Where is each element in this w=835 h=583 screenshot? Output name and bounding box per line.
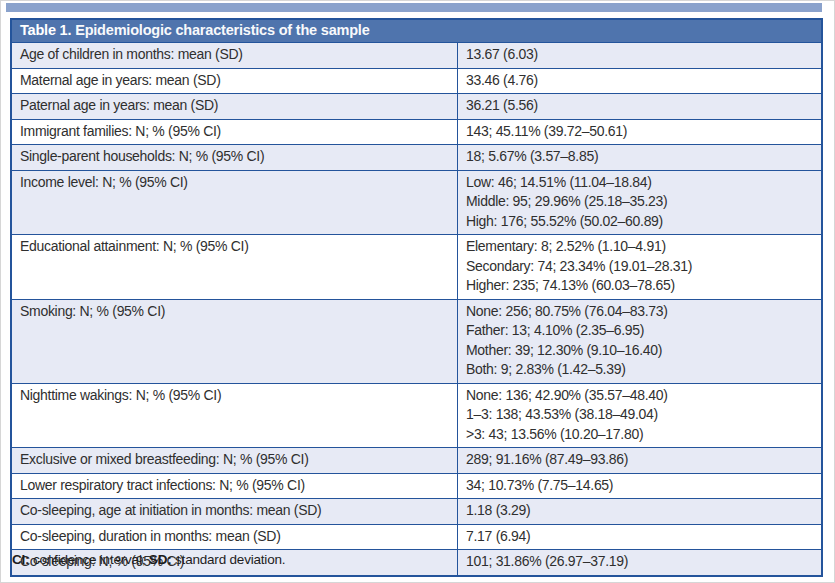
- table-row: Single-parent households: N; % (95% CI) 1…: [12, 144, 821, 170]
- row-label-cell: Immigrant families: N; % (95% CI): [12, 120, 458, 145]
- table-number: Table 1.: [20, 22, 71, 38]
- table-row: Smoking: N; % (95% CI)None: 256; 80.75% …: [12, 299, 821, 383]
- row-value-cell: None: 256; 80.75% (76.04–83.73)Father: 1…: [458, 300, 821, 383]
- row-value-line: 36.21 (5.56): [466, 96, 813, 116]
- footnote-abbreviation: SD:: [149, 552, 172, 567]
- row-value-cell: 101; 31.86% (26.97–37.19): [458, 550, 821, 575]
- row-label-cell: Age of children in months: mean (SD): [12, 43, 458, 68]
- page: { "colors": { "header_bg": "#4f74ad", "b…: [0, 0, 835, 583]
- row-value-cell: 289; 91.16% (87.49–93.86): [458, 448, 821, 473]
- table-row: Nighttime wakings: N; % (95% CI)None: 13…: [12, 383, 821, 448]
- table-row: Maternal age in years: mean (SD) 33.46 (4…: [12, 68, 821, 94]
- row-label-cell: Educational attainment: N; % (95% CI): [12, 235, 458, 299]
- row-value-cell: 7.17 (6.94): [458, 525, 821, 550]
- row-label-cell: Single-parent households: N; % (95% CI): [12, 145, 458, 170]
- row-value-line: 143; 45.11% (39.72–50.61): [466, 122, 813, 142]
- row-value-cell: 13.67 (6.03): [458, 43, 821, 68]
- table-row: Lower respiratory tract infections: N; %…: [12, 473, 821, 499]
- row-value-line: Father: 13; 4.10% (2.35–6.95): [466, 321, 813, 341]
- row-label-cell: Co-sleeping, duration in months: mean (S…: [12, 525, 458, 550]
- row-value-cell: 1.18 (3.29): [458, 499, 821, 524]
- row-value-cell: 33.46 (4.76): [458, 69, 821, 94]
- row-value-line: 18; 5.67% (3.57–8.85): [466, 147, 813, 167]
- row-value-line: 101; 31.86% (26.97–37.19): [466, 552, 813, 572]
- table-body: Age of children in months: mean (SD) 13.6…: [12, 42, 821, 575]
- row-value-line: Mother: 39; 12.30% (9.10–16.40): [466, 341, 813, 361]
- row-value-cell: Elementary: 8; 2.52% (1.10–4.91)Secondar…: [458, 235, 821, 299]
- table-row: Income level: N; % (95% CI)Low: 46; 14.5…: [12, 170, 821, 235]
- epidemiologic-table: Table 1. Epidemiologic characteristics o…: [10, 18, 823, 577]
- row-value-line: None: 136; 42.90% (35.57–48.40): [466, 386, 813, 406]
- row-value-cell: 36.21 (5.56): [458, 94, 821, 119]
- footnote-abbreviation: CI:: [12, 552, 29, 567]
- row-label-cell: Maternal age in years: mean (SD): [12, 69, 458, 94]
- row-value-cell: 18; 5.67% (3.57–8.85): [458, 145, 821, 170]
- table-row: Educational attainment: N; % (95% CI)Ele…: [12, 234, 821, 299]
- row-label-cell: Exclusive or mixed breastfeeding: N; % (…: [12, 448, 458, 473]
- table-row: Co-sleeping, age at initiation in months…: [12, 498, 821, 524]
- row-value-line: 1.18 (3.29): [466, 501, 813, 521]
- row-value-line: 13.67 (6.03): [466, 45, 813, 65]
- table-row: Age of children in months: mean (SD) 13.6…: [12, 42, 821, 68]
- row-value-line: 1–3: 138; 43.53% (38.18–49.04): [466, 405, 813, 425]
- row-label-cell: Co-sleeping, age at initiation in months…: [12, 499, 458, 524]
- row-value-line: High: 176; 55.52% (50.02–60.89): [466, 212, 813, 232]
- row-value-line: Low: 46; 14.51% (11.04–18.84): [466, 173, 813, 193]
- row-value-line: Middle: 95; 29.96% (25.18–35.23): [466, 192, 813, 212]
- page-header-rule: [6, 3, 822, 12]
- table-row: Co-sleeping, duration in months: mean (S…: [12, 524, 821, 550]
- row-value-cell: 143; 45.11% (39.72–50.61): [458, 120, 821, 145]
- row-value-line: Secondary: 74; 23.34% (19.01–28.31): [466, 257, 813, 277]
- row-value-line: None: 256; 80.75% (76.04–83.73): [466, 302, 813, 322]
- row-value-cell: Low: 46; 14.51% (11.04–18.84)Middle: 95;…: [458, 171, 821, 235]
- row-value-cell: None: 136; 42.90% (35.57–48.40)1–3: 138;…: [458, 384, 821, 448]
- row-label-cell: Income level: N; % (95% CI): [12, 171, 458, 235]
- row-label-cell: Lower respiratory tract infections: N; %…: [12, 474, 458, 499]
- table-title-bar: Table 1. Epidemiologic characteristics o…: [12, 20, 821, 42]
- footnote-text: confidence interval;: [29, 552, 148, 567]
- row-label-cell: Paternal age in years: mean (SD): [12, 94, 458, 119]
- table-title: Epidemiologic characteristics of the sam…: [71, 22, 369, 38]
- row-value-line: 34; 10.73% (7.75–14.65): [466, 476, 813, 496]
- row-value-line: Both: 9; 2.83% (1.42–5.39): [466, 360, 813, 380]
- footnote-text: standard deviation.: [171, 552, 285, 567]
- row-label-cell: Smoking: N; % (95% CI): [12, 300, 458, 383]
- row-value-line: Higher: 235; 74.13% (60.03–78.65): [466, 276, 813, 296]
- table-footnote: CI: confidence interval; SD: standard de…: [12, 552, 285, 567]
- row-label-cell: Nighttime wakings: N; % (95% CI): [12, 384, 458, 448]
- table-row: Immigrant families: N; % (95% CI) 143; 45…: [12, 119, 821, 145]
- row-value-line: Elementary: 8; 2.52% (1.10–4.91): [466, 237, 813, 257]
- row-value-line: 289; 91.16% (87.49–93.86): [466, 450, 813, 470]
- table-row: Paternal age in years: mean (SD) 36.21 (5…: [12, 93, 821, 119]
- table-row: Exclusive or mixed breastfeeding: N; % (…: [12, 447, 821, 473]
- row-value-line: 7.17 (6.94): [466, 527, 813, 547]
- row-value-line: 33.46 (4.76): [466, 71, 813, 91]
- row-value-line: >3: 43; 13.56% (10.20–17.80): [466, 425, 813, 445]
- row-value-cell: 34; 10.73% (7.75–14.65): [458, 474, 821, 499]
